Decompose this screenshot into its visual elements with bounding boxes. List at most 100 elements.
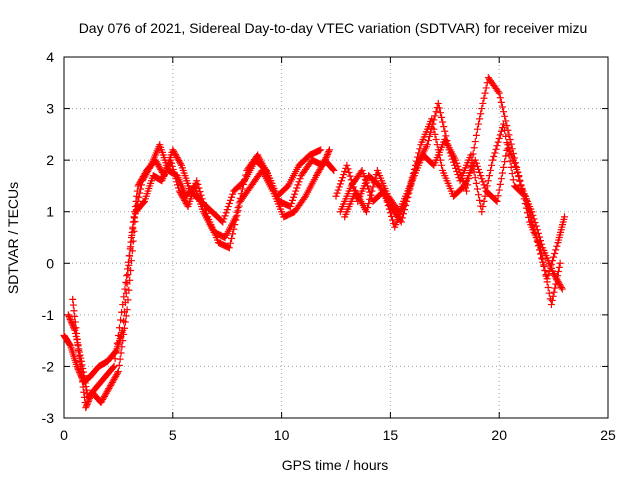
data-point — [545, 268, 553, 276]
data-point — [111, 348, 119, 356]
data-point — [514, 169, 522, 177]
data-point — [123, 280, 131, 288]
data-point — [173, 178, 181, 186]
data-point — [83, 401, 91, 409]
data-point — [415, 149, 423, 157]
data-point — [225, 244, 233, 252]
data-point — [78, 361, 86, 369]
data-point — [431, 112, 439, 120]
data-point — [114, 369, 122, 377]
data-point — [171, 172, 179, 180]
data-point — [517, 181, 525, 189]
data-point — [120, 293, 128, 301]
data-point — [359, 170, 367, 178]
series-track-c — [69, 156, 338, 412]
data-point — [495, 89, 503, 97]
data-point — [550, 253, 558, 261]
data-point — [506, 147, 514, 155]
data-point — [324, 149, 332, 157]
data-point — [540, 261, 548, 269]
data-point — [553, 242, 561, 250]
data-point — [74, 341, 82, 349]
data-point — [547, 260, 555, 268]
data-point — [66, 314, 74, 322]
data-point — [435, 104, 443, 112]
data-point — [470, 144, 478, 152]
data-point — [80, 388, 88, 396]
data-point — [300, 194, 308, 202]
data-point — [498, 103, 506, 111]
data-point — [117, 316, 125, 324]
data-point — [558, 285, 566, 293]
data-point — [547, 301, 555, 309]
data-point — [80, 393, 88, 401]
data-point — [516, 176, 524, 184]
data-point — [241, 176, 249, 184]
data-point — [221, 212, 229, 220]
data-point — [110, 362, 118, 370]
data-point — [447, 152, 455, 160]
data-point — [118, 343, 126, 351]
data-point — [500, 108, 508, 116]
data-point — [323, 152, 331, 160]
data-point — [84, 399, 92, 407]
data-point — [519, 190, 527, 198]
data-point — [497, 175, 505, 183]
data-point — [472, 131, 480, 139]
data-point — [114, 368, 122, 376]
data-point — [368, 187, 376, 195]
data-point — [386, 209, 394, 217]
data-point — [476, 169, 484, 177]
data-point — [543, 278, 551, 286]
data-point — [494, 192, 502, 200]
data-point — [501, 112, 509, 120]
data-point — [501, 126, 509, 134]
data-point — [442, 132, 450, 140]
data-point — [473, 185, 481, 193]
data-point — [137, 181, 145, 189]
data-point — [500, 120, 508, 128]
data-point — [70, 307, 78, 315]
data-point — [428, 115, 436, 123]
chart-title: Day 076 of 2021, Sidereal Day-to-day VTE… — [79, 20, 588, 36]
data-point — [523, 209, 531, 217]
x-tick-label: 15 — [383, 427, 399, 443]
data-point — [242, 171, 250, 179]
data-point — [112, 347, 120, 355]
y-tick-label: 1 — [46, 204, 54, 220]
data-point — [480, 197, 488, 205]
data-point — [451, 161, 459, 169]
data-point — [548, 296, 556, 304]
data-point — [505, 144, 513, 152]
data-point — [509, 176, 517, 184]
data-point — [135, 193, 143, 201]
data-point — [480, 94, 488, 102]
data-point — [452, 164, 460, 172]
data-point — [463, 187, 471, 195]
data-point — [496, 94, 504, 102]
data-point — [169, 165, 177, 173]
data-point — [222, 209, 230, 217]
data-point — [521, 199, 529, 207]
data-point — [507, 163, 515, 171]
data-point — [121, 285, 129, 293]
data-point — [471, 174, 479, 182]
data-point — [76, 351, 84, 359]
data-point — [235, 202, 243, 210]
x-tick-labels: 0 5 10 15 20 25 — [60, 427, 616, 443]
data-point — [116, 355, 124, 363]
data-point — [293, 184, 301, 192]
data-point — [416, 145, 424, 153]
data-point — [554, 272, 562, 280]
data-point — [429, 120, 437, 128]
data-point — [439, 118, 447, 126]
data-point — [170, 169, 178, 177]
data-point — [126, 276, 134, 284]
data-point — [486, 166, 494, 174]
data-point — [230, 225, 238, 233]
data-point — [440, 123, 448, 131]
data-point — [475, 120, 483, 128]
data-point — [84, 397, 92, 405]
data-point — [434, 146, 442, 154]
data-point — [445, 146, 453, 154]
